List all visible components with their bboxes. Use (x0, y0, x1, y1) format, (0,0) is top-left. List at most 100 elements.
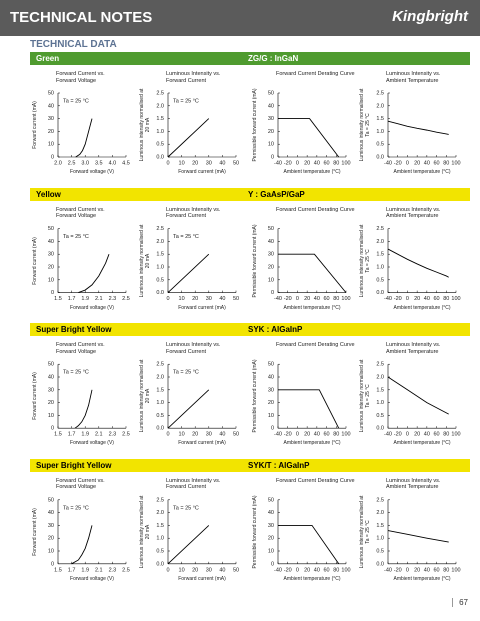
y-tick-label: 1.5 (376, 523, 384, 529)
x-tick-label: 80 (443, 160, 449, 166)
x-tick-label: 30 (206, 296, 212, 302)
y-tick-label: 1.5 (156, 252, 164, 258)
y-tick-label: 30 (48, 387, 54, 393)
x-tick-label: 30 (206, 160, 212, 166)
x-tick-label: 100 (451, 432, 460, 438)
x-tick-label: 2.3 (109, 432, 117, 438)
chart-title: Luminous Intensity vs. Forward Current (166, 477, 221, 491)
y-tick-label: 2.5 (376, 90, 384, 96)
x-tick-label: 100 (341, 296, 350, 302)
y-tick-label: 30 (48, 252, 54, 258)
x-tick-label: 30 (206, 567, 212, 573)
chart-title: Forward Current vs. Forward Voltage (56, 477, 105, 491)
x-tick-label: 40 (314, 567, 320, 573)
x-axis-label: Forward current (mA) (178, 304, 226, 311)
x-tick-label: 4.0 (109, 160, 117, 166)
x-tick-label: 60 (434, 160, 440, 166)
y-tick-label: 1.0 (156, 536, 164, 542)
y-tick-label: 40 (48, 239, 54, 245)
y-tick-label: 1.0 (376, 400, 384, 406)
section-name: Super Bright Yellow (36, 325, 112, 335)
y-tick-label: 2.0 (156, 510, 164, 516)
y-tick-label: 30 (268, 116, 274, 122)
x-tick-label: 40 (219, 296, 225, 302)
y-tick-label: 40 (268, 103, 274, 109)
x-tick-label: 1.7 (68, 432, 76, 438)
annotation: Ta = 25 °C (173, 505, 199, 511)
y-axis-label: Luminous intensity normalised at Ta = 25… (359, 495, 371, 569)
x-tick-label: 80 (443, 432, 449, 438)
chart-title: Luminous Intensity vs. Ambient Temperatu… (386, 477, 441, 491)
x-tick-label: 30 (206, 432, 212, 438)
y-tick-label: 2.5 (156, 497, 164, 503)
x-axis-label: Ambient temperature (°C) (283, 440, 341, 447)
y-tick-label: 1.0 (376, 536, 384, 542)
y-tick-label: 0.5 (156, 277, 164, 283)
y-tick-label: 50 (268, 90, 274, 96)
data-line (167, 253, 210, 293)
section-bar (30, 323, 470, 337)
chart-title: Forward Current Derating Curve (276, 206, 355, 213)
x-axis-label: Ambient temperature (°C) (283, 304, 341, 311)
annotation: Ta = 25 °C (63, 98, 89, 104)
y-tick-label: 10 (268, 548, 274, 554)
y-tick-label: 20 (268, 536, 274, 542)
y-axis-label: Permissible forward current (mA) (252, 224, 259, 298)
y-tick-label: 1.0 (156, 400, 164, 406)
data-line (278, 524, 340, 565)
y-tick-label: 1.5 (376, 116, 384, 122)
y-tick-label: 0.0 (156, 290, 164, 296)
y-tick-label: 0.0 (156, 154, 164, 160)
y-tick-label: 0 (271, 154, 274, 160)
x-tick-label: 2.0 (54, 160, 62, 166)
x-tick-label: 3.0 (81, 160, 89, 166)
y-tick-label: 20 (268, 264, 274, 270)
x-tick-label: 60 (434, 432, 440, 438)
y-tick-label: 2.0 (156, 374, 164, 380)
x-tick-label: 60 (324, 567, 330, 573)
x-tick-label: 80 (443, 296, 449, 302)
y-tick-label: 50 (48, 226, 54, 232)
chart-title: Luminous Intensity vs. Ambient Temperatu… (386, 71, 441, 84)
y-tick-label: 2.0 (376, 510, 384, 516)
x-tick-label: -20 (394, 432, 402, 438)
chart-title: Luminous Intensity vs. Ambient Temperatu… (386, 206, 441, 220)
x-tick-label: 60 (434, 296, 440, 302)
y-tick-label: 0.5 (376, 277, 384, 283)
annotation: Ta = 25 °C (63, 370, 89, 376)
x-tick-label: 0 (166, 296, 169, 302)
y-tick-label: 50 (48, 497, 54, 503)
x-tick-label: 80 (333, 567, 339, 573)
x-tick-label: 0 (296, 296, 299, 302)
y-tick-label: 0 (51, 154, 54, 160)
x-axis-label: Ambient temperature (°C) (393, 304, 451, 311)
x-tick-label: 10 (179, 160, 185, 166)
x-tick-label: 80 (443, 567, 449, 573)
x-axis-label: Ambient temperature (°C) (393, 575, 451, 582)
y-tick-label: 1.5 (376, 252, 384, 258)
y-tick-label: 30 (48, 523, 54, 529)
x-tick-label: 0 (166, 567, 169, 573)
y-axis-label: Luminous intensity normalised at 20 mA (139, 224, 151, 298)
x-tick-label: -20 (284, 296, 292, 302)
header-title: TECHNICAL NOTES (10, 9, 153, 26)
y-tick-label: 0.5 (156, 548, 164, 554)
y-tick-label: 50 (268, 226, 274, 232)
chart-title: Luminous Intensity vs. Forward Current (166, 71, 221, 84)
x-tick-label: 50 (233, 296, 239, 302)
x-tick-label: 1.9 (81, 432, 89, 438)
x-tick-label: 100 (341, 160, 350, 166)
x-tick-label: -20 (394, 296, 402, 302)
data-line (387, 248, 449, 278)
chart-title: Luminous Intensity vs. Ambient Temperatu… (386, 342, 441, 355)
y-tick-label: 50 (48, 90, 54, 96)
y-tick-label: 30 (48, 116, 54, 122)
x-tick-label: 40 (219, 160, 225, 166)
x-tick-label: 60 (324, 160, 330, 166)
y-tick-label: 0.0 (156, 561, 164, 567)
x-tick-label: -40 (384, 296, 392, 302)
x-tick-label: -40 (274, 432, 282, 438)
y-tick-label: 0.5 (156, 413, 164, 419)
section-material: Y : GaAsP/GaP (248, 189, 305, 199)
